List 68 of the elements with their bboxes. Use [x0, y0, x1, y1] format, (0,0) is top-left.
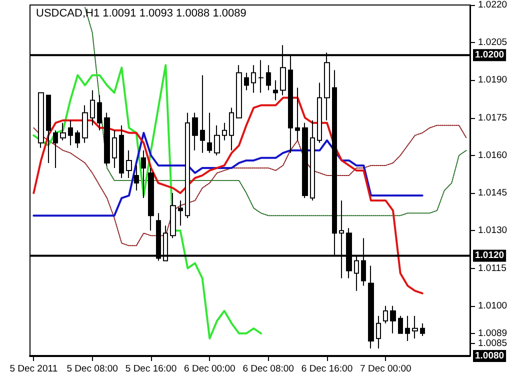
line-series: [32, 132, 424, 217]
x-tick-label: 6 Dec 08:00: [242, 364, 294, 374]
x-tick-label: 5 Dec 2011: [10, 364, 58, 374]
candlestick: [148, 167, 154, 232]
candlestick: [266, 64, 271, 91]
y-tick-label: 1.0160: [478, 150, 508, 161]
candlestick: [258, 60, 264, 94]
y-tick-label: 1.0085: [478, 338, 508, 349]
candlestick: [170, 192, 176, 239]
candlestick: [82, 104, 88, 144]
candlestick: [53, 130, 58, 168]
x-tick-label: 7 Dec 00:00: [360, 364, 412, 374]
candlestick: [251, 64, 256, 94]
candlestick: [192, 112, 198, 151]
ref-line-label: 1.0080: [475, 350, 504, 362]
candlestick: [200, 74, 205, 154]
x-tick-label: 6 Dec 00:00: [184, 364, 236, 374]
x-tick-label: 5 Dec 08:00: [66, 364, 118, 374]
x-tick-label: 5 Dec 16:00: [125, 364, 177, 374]
line-series: [32, 64, 262, 340]
candlestick: [38, 92, 44, 148]
candlestick: [273, 80, 278, 101]
candlestick: [383, 305, 388, 324]
candlestick: [244, 72, 249, 91]
candlestick: [141, 150, 146, 199]
candlestick: [207, 112, 212, 154]
candlestick: [368, 265, 374, 349]
candlestick: [75, 130, 80, 148]
candlestick: [310, 120, 315, 202]
line-series: [33, 124, 467, 246]
candlestick: [119, 124, 124, 178]
ref-line-label: 1.0200: [475, 50, 504, 61]
candlestick: [376, 315, 381, 349]
candlestick: [90, 90, 95, 126]
candlestick: [68, 120, 73, 146]
candlestick: [229, 107, 234, 151]
y-tick-label: 1.0190: [478, 74, 508, 86]
candlestick: [412, 315, 418, 339]
candlestick: [60, 122, 66, 141]
y-tick-label: 1.0100: [478, 300, 508, 312]
y-tick-label: 1.0130: [478, 225, 508, 236]
candlestick: [112, 130, 117, 168]
candlestick: [134, 164, 139, 192]
candlestick: [302, 122, 308, 199]
candlestick: [185, 112, 190, 219]
candlestick: [126, 150, 132, 178]
y-tick-label: 1.0220: [478, 0, 508, 10]
candlestick: [420, 322, 425, 336]
candlestick: [236, 64, 242, 118]
line-series: [32, 96, 424, 294]
x-tick-label: 6 Dec 16:00: [301, 364, 353, 374]
candlestick: [214, 124, 220, 156]
y-tick-label: 1.0115: [478, 262, 506, 274]
y-tick-label: 1.0205: [478, 37, 508, 48]
candlestick: [295, 87, 300, 141]
candlestick: [317, 82, 322, 144]
y-tick-label: 1.0175: [478, 112, 508, 124]
candlestick: [178, 200, 183, 226]
candlestick: [398, 315, 403, 334]
ref-line-label: 1.0120: [475, 250, 504, 262]
candlestick: [97, 94, 102, 131]
candlestick: [46, 94, 51, 164]
y-tick-label: 1.0089: [478, 328, 508, 339]
y-tick-label: 1.0145: [478, 188, 508, 199]
candlestick: [405, 315, 410, 342]
candlestick: [390, 305, 396, 334]
candlestick: [222, 122, 227, 141]
candlestick: [104, 112, 110, 166]
